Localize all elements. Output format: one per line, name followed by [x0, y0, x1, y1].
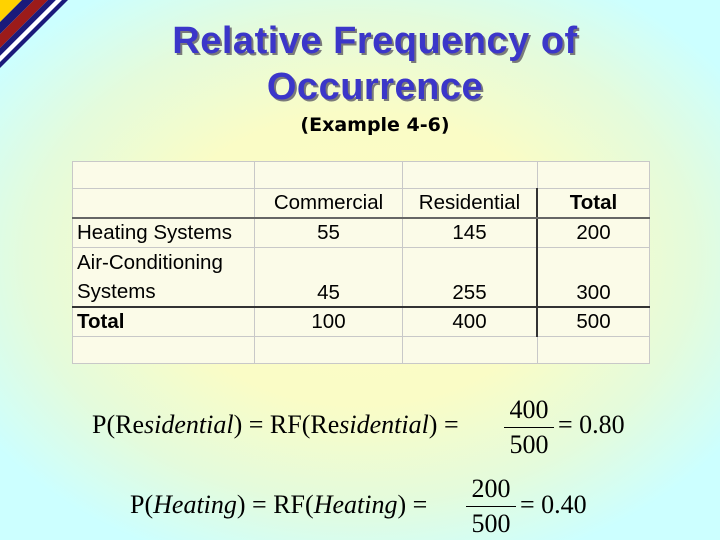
eq1-denominator: 500: [509, 430, 549, 459]
eq1-result: = 0.80: [558, 410, 625, 439]
cell-ac-residential: 255: [402, 247, 538, 308]
eq2-numerator: 200: [471, 474, 511, 503]
eq1-mid-open: (Re: [301, 410, 340, 439]
corner-stripes-decoration: [0, 0, 68, 68]
eq1-lhs-close: ) = RF: [233, 410, 302, 439]
cell-total-residential: 400: [402, 306, 538, 337]
row-label-air-conditioning: Air-Conditioning Systems: [72, 247, 255, 308]
eq1-lhs-p: P(Re: [92, 410, 144, 439]
cell-heating-residential: 145: [402, 217, 538, 248]
cell-total-total: 500: [536, 306, 650, 337]
header-cell-empty: [72, 188, 255, 219]
equation-heating: P(Heating) = RF(Heating) =: [130, 490, 427, 520]
header-commercial: Commercial: [254, 188, 403, 219]
eq2-lhs-word: Heating: [153, 490, 237, 519]
table-row-blank-top: [72, 161, 650, 189]
equation-residential: P(Residential) = RF(Residential) =: [92, 410, 459, 440]
cell-ac-commercial: 45: [254, 247, 403, 308]
eq2-mid-open: (: [305, 490, 314, 519]
row-label-total: Total: [72, 306, 255, 337]
table-row-blank-bottom: [72, 336, 650, 364]
slide-title-line2: Occurrence: [266, 66, 484, 108]
eq2-fraction: 200 500: [466, 474, 516, 539]
cell-heating-total: 200: [536, 217, 650, 248]
row-label-ac-line1: Air-Conditioning: [77, 251, 223, 274]
cell-ac-total: 300: [536, 247, 650, 308]
eq2-mid-close: ) =: [397, 490, 428, 519]
eq2-mid-word: Heating: [313, 490, 398, 519]
eq1-mid-word: sidential: [339, 410, 429, 439]
row-label-ac-line2: Systems: [77, 280, 156, 303]
frequency-table: Commercial Residential Total Heating Sys…: [72, 161, 650, 364]
eq2-lhs-close: ) = RF: [236, 490, 306, 519]
row-label-heating: Heating Systems: [72, 217, 255, 248]
eq2-lhs-p: P(: [130, 490, 154, 519]
eq2-denominator: 500: [471, 509, 511, 538]
eq1-lhs-word: sidential: [144, 410, 234, 439]
table-header-row: Commercial Residential Total: [72, 188, 650, 219]
table-row-air-conditioning: Air-Conditioning Systems 45 255 300: [72, 247, 650, 308]
table-row-total: Total 100 400 500: [72, 306, 650, 337]
eq2-fraction-bar: [466, 506, 516, 507]
eq1-numerator: 400: [509, 395, 549, 424]
eq1-fraction-bar: [504, 427, 554, 428]
eq1-mid-close: ) =: [428, 410, 459, 439]
slide-title-line1: Relative Frequency of: [172, 20, 578, 62]
cell-total-commercial: 100: [254, 306, 403, 337]
eq2-result: = 0.40: [520, 490, 587, 519]
slide-subtitle: (Example 4-6): [300, 114, 450, 136]
cell-heating-commercial: 55: [254, 217, 403, 248]
eq1-fraction: 400 500: [504, 395, 554, 460]
header-total: Total: [536, 188, 650, 219]
header-residential: Residential: [402, 188, 538, 219]
table-row-heating: Heating Systems 55 145 200: [72, 217, 650, 248]
